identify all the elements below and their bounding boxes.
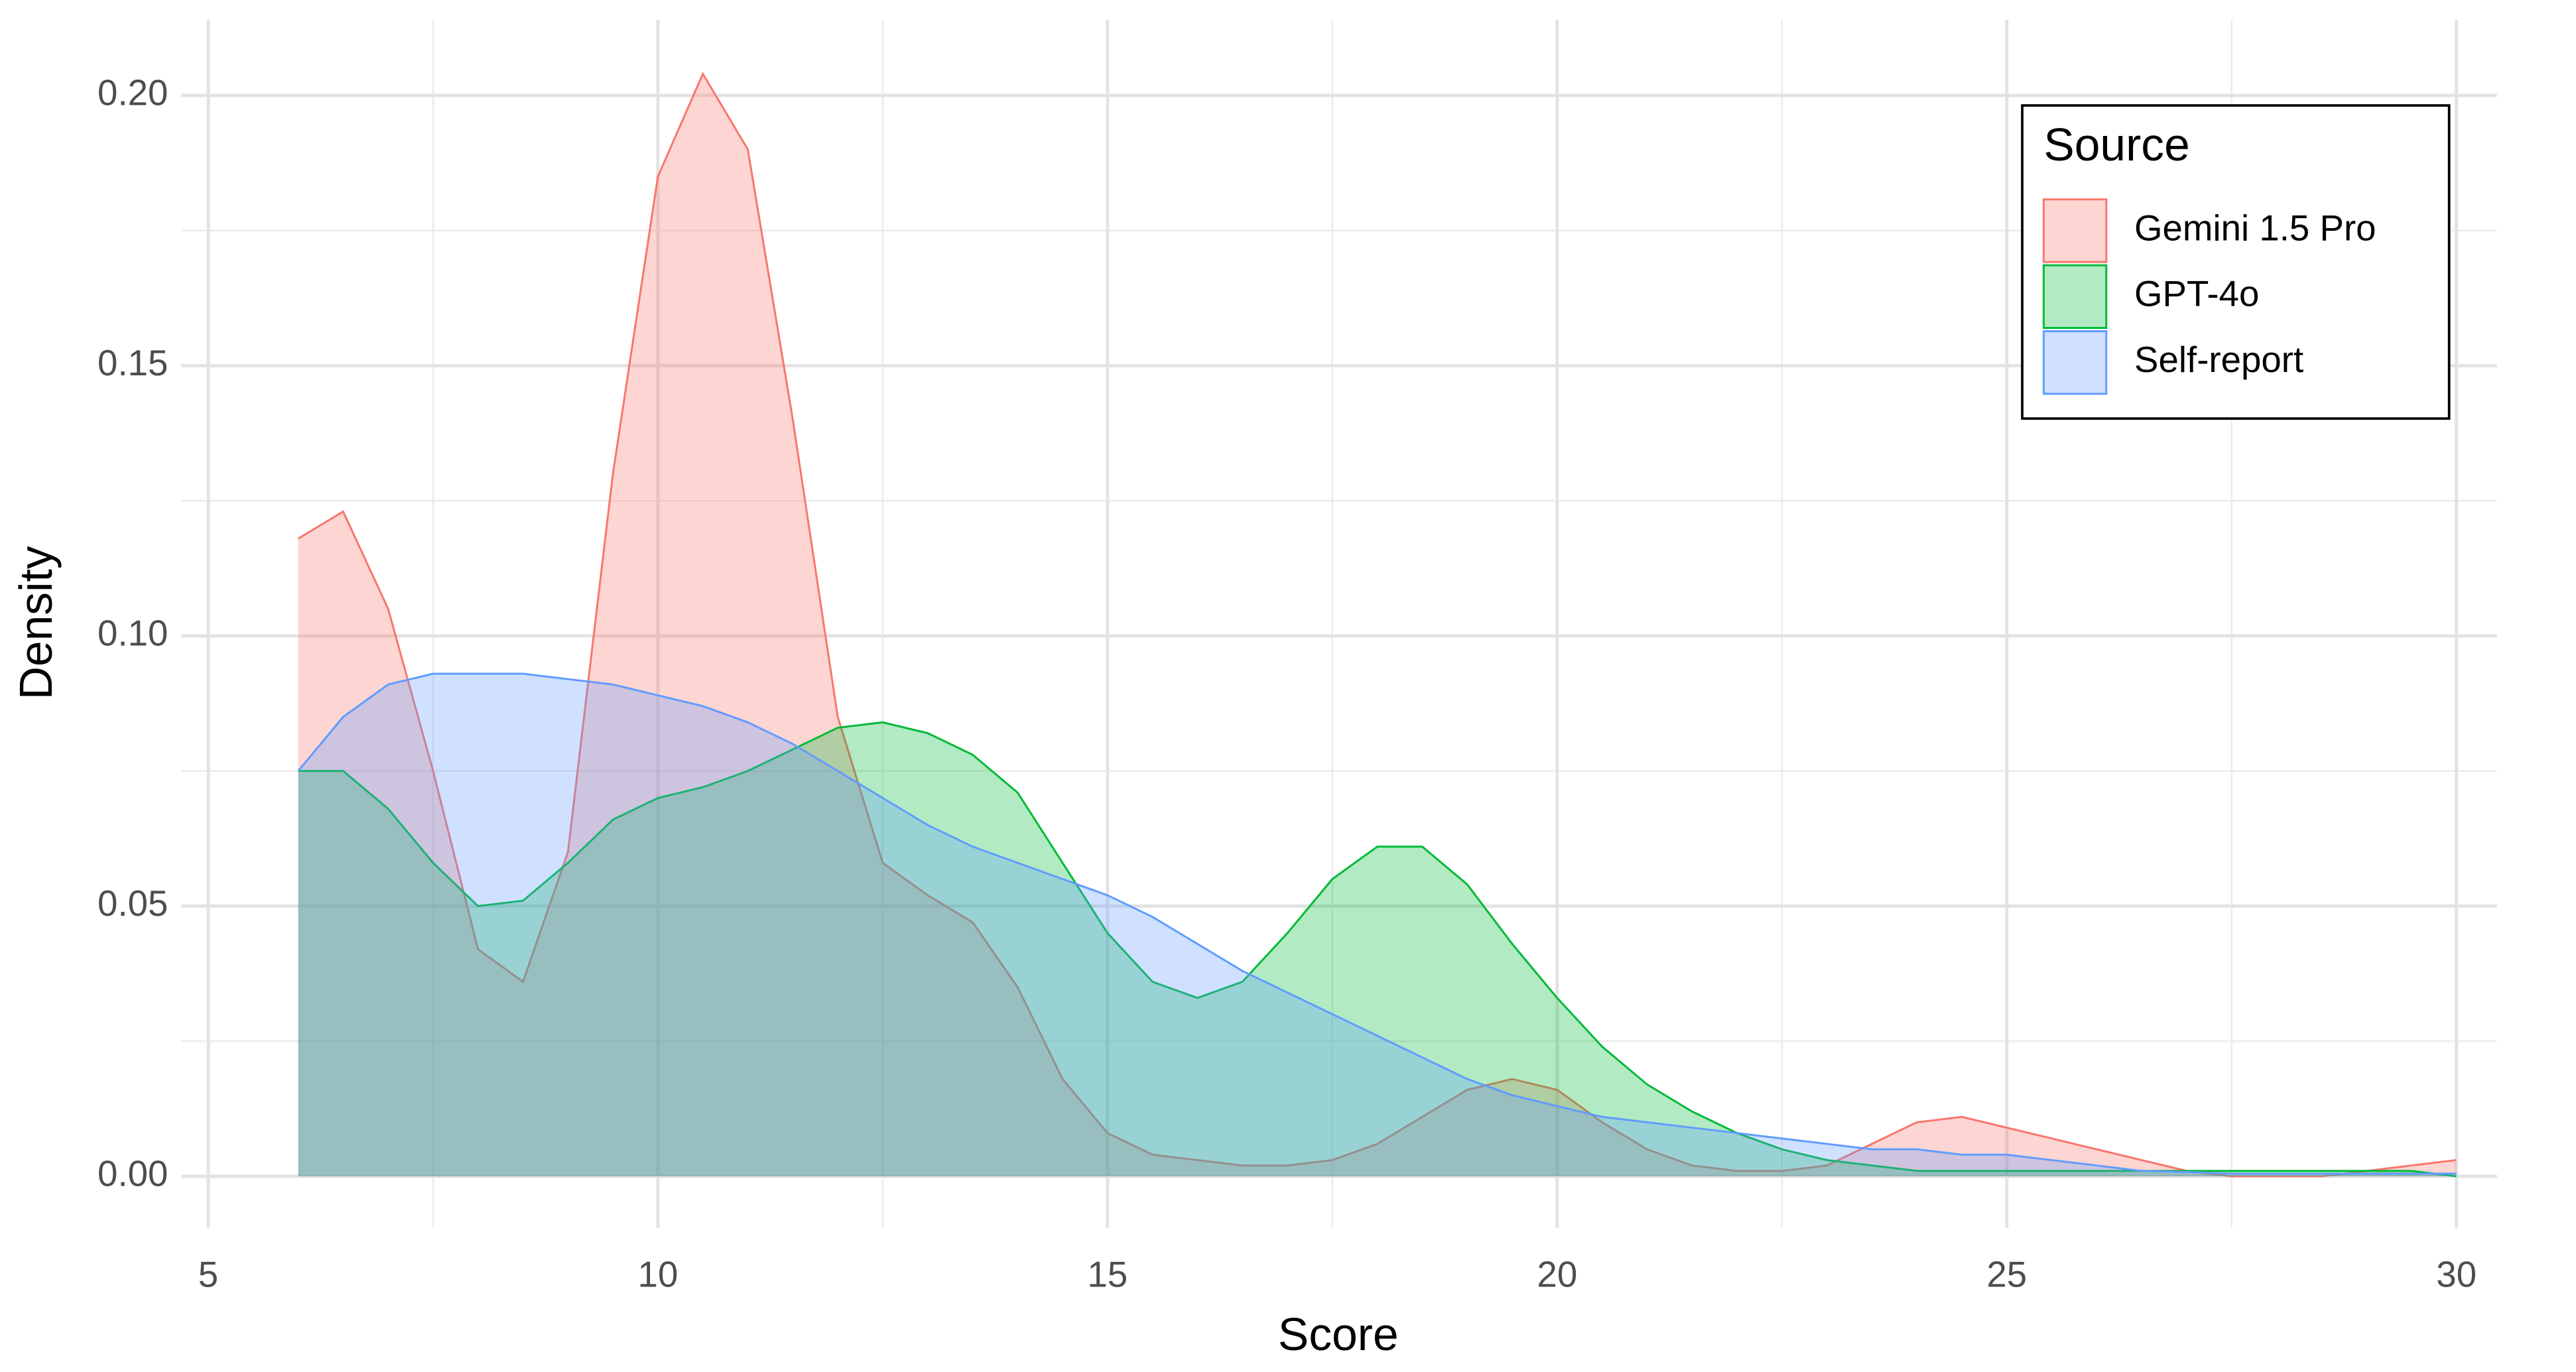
density-line xyxy=(298,721,2457,1178)
legend-key xyxy=(2042,198,2108,263)
density-line xyxy=(297,72,2457,1178)
density-area xyxy=(298,722,2457,1176)
density-area xyxy=(298,74,2457,1176)
y-axis-title: Density xyxy=(10,546,62,700)
x-tick-label: 10 xyxy=(638,1254,678,1294)
legend-title: Source xyxy=(2043,119,2189,170)
y-tick-label: 0.15 xyxy=(97,343,168,383)
grid xyxy=(181,19,2497,1228)
legend: Source Gemini 1.5 Pro GPT-4o Self-report xyxy=(2021,104,2451,420)
x-tick-label: 25 xyxy=(1986,1254,2027,1294)
x-tick-label: 5 xyxy=(198,1254,218,1294)
legend-key xyxy=(2042,330,2108,395)
legend-key xyxy=(2042,264,2108,330)
x-axis-title: Score xyxy=(1278,1308,1399,1360)
density-area xyxy=(298,673,2457,1176)
y-tick-label: 0.20 xyxy=(97,72,168,113)
legend-label: Self-report xyxy=(2134,340,2303,380)
legend-label: Gemini 1.5 Pro xyxy=(2134,208,2376,248)
x-tick-label: 15 xyxy=(1087,1254,1127,1294)
x-tick-label: 20 xyxy=(1537,1254,1577,1294)
x-tick-label: 30 xyxy=(2436,1254,2477,1294)
y-tick-label: 0.10 xyxy=(97,613,168,653)
density-line xyxy=(297,672,2457,1175)
y-tick-label: 0.00 xyxy=(97,1153,168,1194)
y-tick-label: 0.05 xyxy=(97,883,168,924)
legend-label: GPT-4o xyxy=(2134,274,2259,314)
